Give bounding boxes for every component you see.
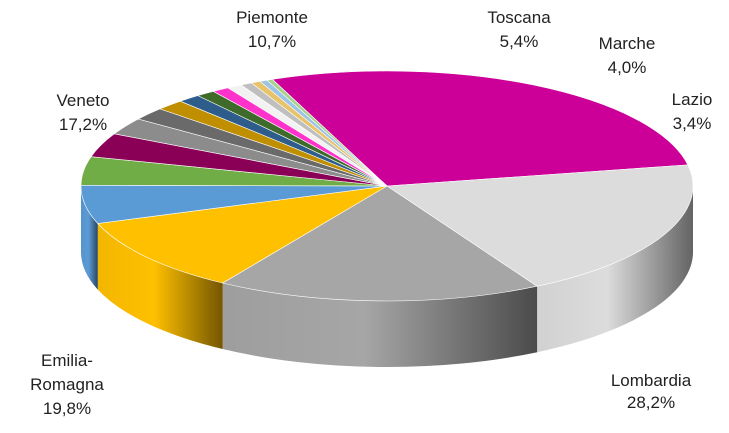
slice-name-label: Lombardia: [611, 371, 692, 390]
slice-label-marche: Marche 4,0%: [599, 34, 656, 77]
slice-value-label: 3,4%: [673, 114, 712, 133]
slice-name-label: Piemonte: [236, 8, 308, 27]
pie-slice-lombardia: [271, 70, 689, 187]
slice-name-label: Toscana: [487, 8, 551, 27]
slice-label-emilia-romagna: Emilia- Romagna 19,8%: [30, 351, 104, 418]
slice-name-label: Marche: [599, 34, 656, 53]
slice-value-label: 4,0%: [608, 58, 647, 77]
slice-name-label: Lazio: [672, 90, 713, 109]
pie-side-shade: [222, 283, 538, 367]
pie-side-shade: [537, 186, 693, 353]
pie-side-shade: [97, 223, 223, 350]
slice-label-piemonte: Piemonte 10,7%: [236, 8, 308, 51]
slice-name-label: Veneto: [57, 91, 110, 110]
slice-value-label: 5,4%: [500, 32, 539, 51]
pie-slice-veneto: [221, 185, 538, 302]
pie-slice-piemonte: [97, 185, 388, 284]
pie-slice-minor-17: [266, 79, 388, 187]
slice-name-label: Emilia-: [41, 351, 93, 370]
slice-label-lazio: Lazio 3,4%: [672, 90, 713, 133]
slice-label-toscana: Toscana 5,4%: [487, 8, 551, 51]
slice-label-lombardia: Lombardia 28,2%: [611, 371, 692, 412]
slice-value-label: 28,2%: [627, 393, 675, 412]
slice-value-label: 10,7%: [248, 32, 296, 51]
slice-value-label: 19,8%: [43, 399, 91, 418]
slice-name-label: Romagna: [30, 375, 104, 394]
slice-value-label: 17,2%: [59, 115, 107, 134]
pie-slice-emilia-romagna: [386, 164, 694, 287]
slice-label-veneto: Veneto 17,2%: [57, 91, 110, 134]
pie-side-shade: [81, 186, 98, 290]
